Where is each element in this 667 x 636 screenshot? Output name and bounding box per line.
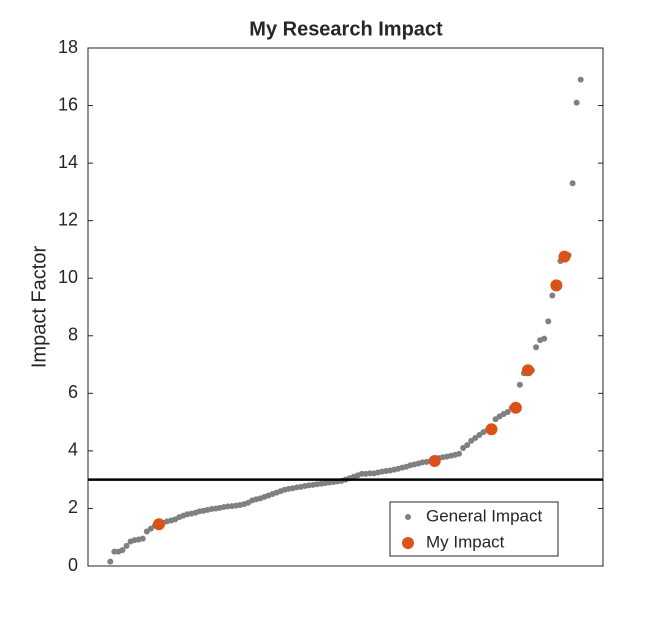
- point: [577, 76, 584, 83]
- y-tick-label: 16: [58, 94, 78, 114]
- plot-frame: [87, 47, 604, 567]
- chart-title: My Research Impact: [249, 18, 443, 40]
- point: [123, 542, 130, 549]
- point: [545, 318, 552, 325]
- point: [119, 547, 126, 554]
- y-tick-label: 4: [68, 440, 78, 460]
- y-tick-label: 10: [58, 267, 78, 287]
- point: [550, 279, 563, 292]
- y-tick-label: 6: [68, 382, 78, 402]
- point: [569, 180, 576, 187]
- y-tick-label: 2: [68, 497, 78, 517]
- point: [533, 344, 540, 351]
- point: [541, 335, 548, 342]
- legend-marker: [402, 537, 414, 549]
- point: [428, 454, 441, 467]
- point: [509, 401, 522, 414]
- legend-box: [389, 501, 559, 557]
- point: [139, 535, 146, 542]
- y-tick-label: 8: [68, 325, 78, 345]
- y-tick-label: 0: [68, 555, 78, 575]
- legend-marker: [405, 514, 411, 520]
- y-tick-label: 14: [58, 152, 78, 172]
- point: [485, 423, 498, 436]
- point: [516, 381, 523, 388]
- point: [549, 292, 556, 299]
- point: [107, 558, 114, 565]
- point: [456, 450, 463, 457]
- legend-label: General Impact: [426, 506, 542, 525]
- legend-label: My Impact: [426, 532, 505, 551]
- point: [558, 250, 571, 263]
- y-tick-label: 18: [58, 37, 78, 57]
- point: [504, 409, 511, 416]
- y-axis-label: Impact Factor: [28, 246, 50, 369]
- point: [573, 99, 580, 106]
- point: [152, 518, 165, 531]
- point: [521, 364, 534, 377]
- y-tick-label: 12: [58, 209, 78, 229]
- point: [464, 442, 471, 449]
